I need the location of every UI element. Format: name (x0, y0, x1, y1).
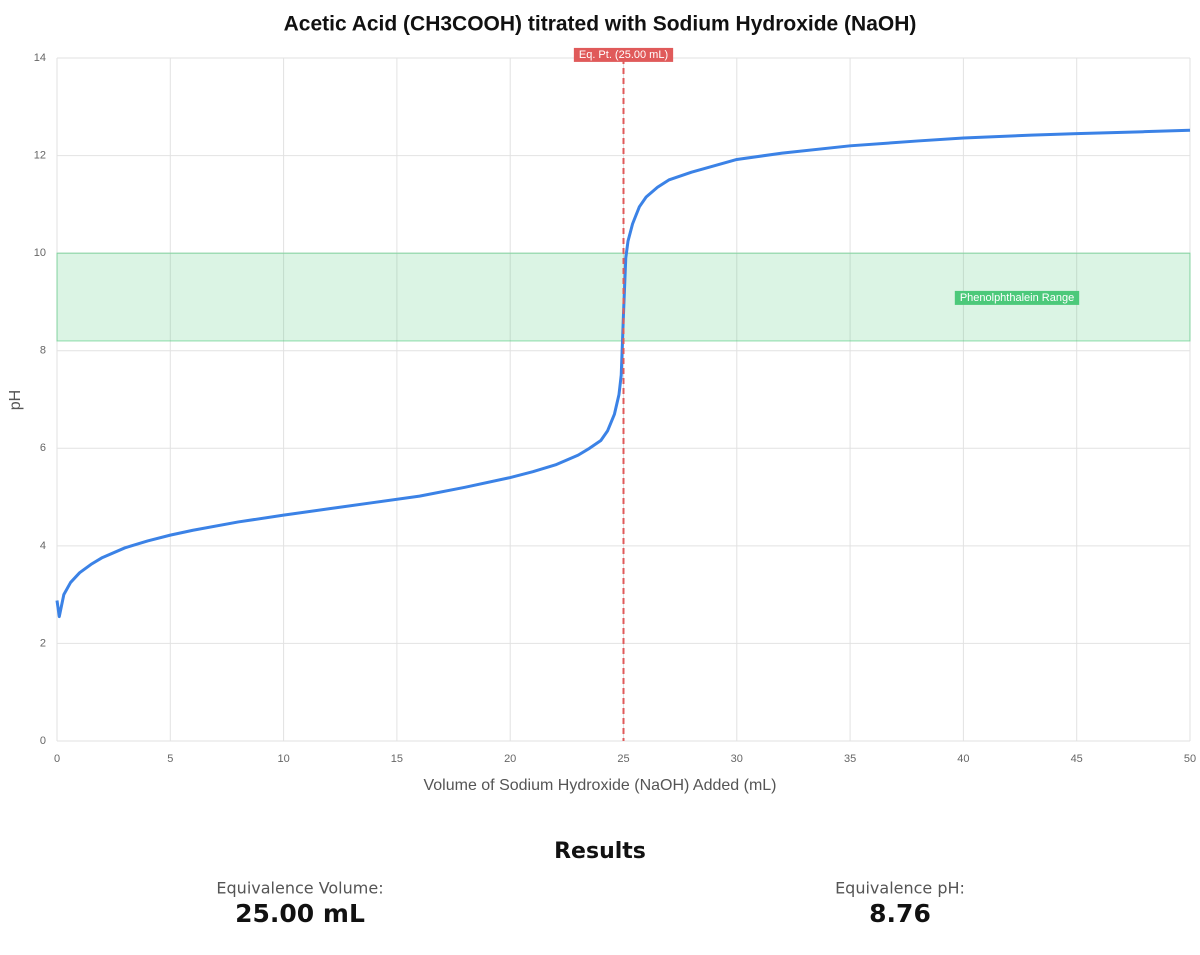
y-tick-label: 2 (40, 637, 46, 649)
results-title: Results (554, 839, 646, 864)
band-label: Phenolphthalein Range (960, 292, 1074, 304)
x-axis-label: Volume of Sodium Hydroxide (NaOH) Added … (423, 777, 776, 794)
x-tick-label: 45 (1071, 753, 1083, 765)
x-tick-label: 50 (1184, 753, 1196, 765)
y-tick-label: 8 (40, 345, 46, 357)
x-tick-label: 10 (277, 753, 289, 765)
x-tick-label: 5 (167, 753, 173, 765)
x-tick-label: 20 (504, 753, 516, 765)
result-label: Equivalence pH: (835, 879, 965, 898)
y-tick-label: 14 (34, 52, 46, 64)
equivalence-label-bg (573, 47, 674, 62)
band-label-bg (954, 290, 1080, 305)
x-tick-label: 0 (54, 753, 60, 765)
x-tick-label: 35 (844, 753, 856, 765)
y-tick-label: 6 (40, 442, 46, 454)
y-tick-label: 0 (40, 735, 46, 747)
y-axis-label: pH (7, 390, 24, 410)
x-tick-label: 30 (731, 753, 743, 765)
x-tick-label: 15 (391, 753, 403, 765)
y-tick-label: 4 (40, 540, 46, 552)
equivalence-label: Eq. Pt. (25.00 mL) (579, 49, 668, 61)
y-tick-label: 12 (34, 149, 46, 161)
x-tick-label: 40 (957, 753, 969, 765)
result-value: 8.76 (869, 899, 931, 928)
chart-title: Acetic Acid (CH3COOH) titrated with Sodi… (284, 13, 917, 36)
x-tick-label: 25 (617, 753, 629, 765)
result-label: Equivalence Volume: (216, 879, 383, 898)
result-value: 25.00 mL (235, 899, 365, 928)
y-tick-label: 10 (34, 247, 46, 259)
data-line (55, 128, 1191, 619)
